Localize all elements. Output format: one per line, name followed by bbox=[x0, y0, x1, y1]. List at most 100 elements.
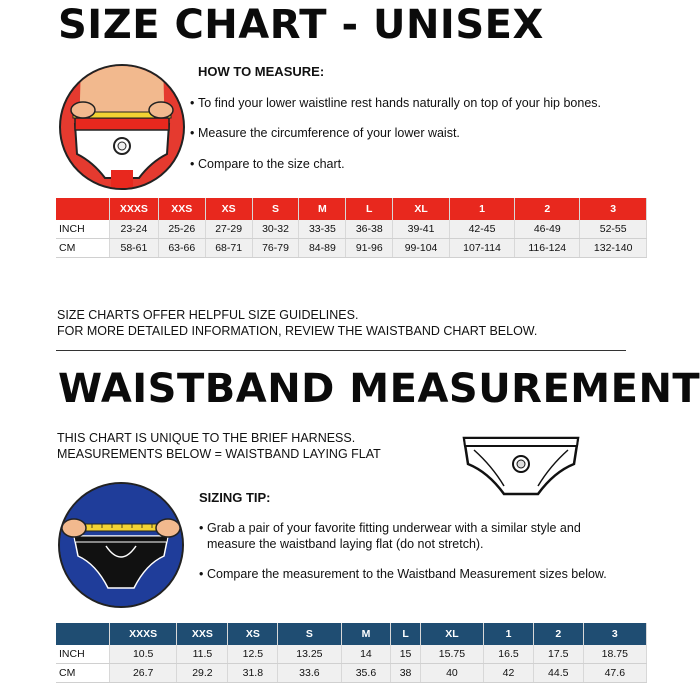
size-header: XS bbox=[205, 198, 253, 220]
tip-bullet-1: • Grab a pair of your favorite fitting un… bbox=[199, 520, 581, 536]
bullet-dot: • bbox=[199, 567, 204, 581]
size-header: 1 bbox=[449, 198, 516, 220]
chart-unique-note: THIS CHART IS UNIQUE TO THE BRIEF HARNES… bbox=[57, 431, 356, 445]
table-cell: 17.5 bbox=[533, 645, 584, 664]
tip-bullet-2: • Compare the measurement to the Waistban… bbox=[199, 566, 607, 582]
size-header: XXS bbox=[176, 623, 229, 645]
table-cell: 39-41 bbox=[392, 220, 450, 239]
table-cell: 12.5 bbox=[227, 645, 279, 664]
bullet-text: Compare the measurement to the Waistband… bbox=[207, 567, 607, 581]
table-cell: 99-104 bbox=[392, 238, 450, 258]
table-cell: 13.25 bbox=[277, 645, 342, 664]
bullet-dot: • bbox=[190, 126, 195, 140]
table-cell: 107-114 bbox=[449, 238, 516, 258]
table-row: CM 58-61 63-66 68-71 76-79 84-89 91-96 9… bbox=[56, 238, 647, 258]
bullet-dot: • bbox=[190, 96, 195, 110]
table-cell: 16.5 bbox=[483, 645, 534, 664]
table-cell: 38 bbox=[390, 663, 421, 683]
table-row: INCH 23-24 25-26 27-29 30-32 33-35 36-38… bbox=[56, 220, 647, 239]
sizing-tip-heading: SIZING TIP: bbox=[199, 490, 271, 505]
size-header: 1 bbox=[483, 623, 534, 645]
table-cell: 63-66 bbox=[158, 238, 206, 258]
table-row: INCH 10.5 11.5 12.5 13.25 14 15 15.75 16… bbox=[56, 645, 648, 664]
tip-bullet-1-continued: measure the waistband laying flat (do no… bbox=[207, 537, 484, 551]
size-header: S bbox=[252, 198, 300, 220]
table-header-row: XXXS XXS XS S M L XL 1 2 3 bbox=[56, 623, 648, 645]
header-blank bbox=[56, 623, 110, 645]
waistband-measure-illustration-icon bbox=[58, 482, 184, 608]
size-header: XXXS bbox=[109, 623, 178, 645]
table-cell: 36-38 bbox=[345, 220, 394, 239]
size-header: XXXS bbox=[109, 198, 159, 220]
size-header: S bbox=[277, 623, 342, 645]
table-cell: 10.5 bbox=[109, 645, 178, 664]
row-label: INCH bbox=[56, 645, 110, 664]
table-cell: 44.5 bbox=[533, 663, 584, 683]
table-cell: 35.6 bbox=[341, 663, 392, 683]
table-header-row: XXXS XXS XS S M L XL 1 2 3 bbox=[56, 198, 647, 220]
table-cell: 76-79 bbox=[252, 238, 300, 258]
table-cell: 132-140 bbox=[579, 238, 647, 258]
size-header: 2 bbox=[533, 623, 584, 645]
bullet-text: Grab a pair of your favorite fitting und… bbox=[207, 521, 581, 535]
table-row: CM 26.7 29.2 31.8 33.6 35.6 38 40 42 44.… bbox=[56, 663, 648, 683]
size-header: XXS bbox=[158, 198, 206, 220]
waist-measure-illustration-icon bbox=[59, 64, 185, 190]
bullet-1: • To find your lower waistline rest hands… bbox=[190, 95, 601, 111]
table-cell: 52-55 bbox=[579, 220, 647, 239]
table-cell: 29.2 bbox=[176, 663, 229, 683]
size-header: L bbox=[345, 198, 394, 220]
table-cell: 33-35 bbox=[298, 220, 347, 239]
row-label: INCH bbox=[56, 220, 110, 239]
how-to-measure-heading: HOW TO MEASURE: bbox=[198, 64, 325, 79]
table-cell: 58-61 bbox=[109, 238, 159, 258]
section-divider bbox=[56, 350, 626, 351]
table-cell: 42 bbox=[483, 663, 534, 683]
table-cell: 25-26 bbox=[158, 220, 206, 239]
bullet-text: Compare to the size chart. bbox=[198, 157, 345, 171]
row-label: CM bbox=[56, 238, 110, 258]
table-cell: 26.7 bbox=[109, 663, 178, 683]
size-header: M bbox=[298, 198, 347, 220]
bullet-dot: • bbox=[190, 157, 195, 171]
waistband-table: XXXS XXS XS S M L XL 1 2 3 INCH 10.5 11.… bbox=[56, 623, 648, 683]
table-cell: 40 bbox=[420, 663, 485, 683]
header-blank bbox=[56, 198, 110, 220]
table-cell: 68-71 bbox=[205, 238, 253, 258]
waistband-measurements-title: WAISTBAND MEASUREMENTS bbox=[58, 366, 700, 412]
bullet-text: To find your lower waistline rest hands … bbox=[198, 96, 602, 110]
bullet-text: Measure the circumference of your lower … bbox=[198, 126, 460, 140]
size-header: XL bbox=[392, 198, 450, 220]
brief-harness-outline-icon bbox=[456, 428, 586, 504]
size-header: L bbox=[390, 623, 421, 645]
bullet-3: • Compare to the size chart. bbox=[190, 156, 345, 172]
size-header: M bbox=[341, 623, 392, 645]
bullet-2: • Measure the circumference of your lower… bbox=[190, 125, 460, 141]
table-cell: 11.5 bbox=[176, 645, 229, 664]
size-header: 2 bbox=[514, 198, 581, 220]
table-cell: 31.8 bbox=[227, 663, 279, 683]
table-cell: 47.6 bbox=[583, 663, 648, 683]
table-cell: 33.6 bbox=[277, 663, 342, 683]
size-guideline-note: SIZE CHARTS OFFER HELPFUL SIZE GUIDELINE… bbox=[57, 308, 359, 322]
size-chart-title: SIZE CHART - UNISEX bbox=[58, 2, 544, 48]
table-cell: 116-124 bbox=[514, 238, 581, 258]
table-cell: 91-96 bbox=[345, 238, 394, 258]
table-cell: 30-32 bbox=[252, 220, 300, 239]
size-header: XL bbox=[420, 623, 485, 645]
size-header: 3 bbox=[583, 623, 648, 645]
bullet-dot: • bbox=[199, 521, 204, 535]
table-cell: 14 bbox=[341, 645, 392, 664]
table-cell: 23-24 bbox=[109, 220, 159, 239]
table-cell: 46-49 bbox=[514, 220, 581, 239]
size-chart-table: XXXS XXS XS S M L XL 1 2 3 INCH 23-24 25… bbox=[56, 198, 647, 258]
table-cell: 15.75 bbox=[420, 645, 485, 664]
table-cell: 15 bbox=[390, 645, 421, 664]
row-label: CM bbox=[56, 663, 110, 683]
table-cell: 27-29 bbox=[205, 220, 253, 239]
size-header: 3 bbox=[579, 198, 647, 220]
table-cell: 42-45 bbox=[449, 220, 516, 239]
size-header: XS bbox=[227, 623, 279, 645]
waistband-reference-note: FOR MORE DETAILED INFORMATION, REVIEW TH… bbox=[57, 324, 538, 338]
table-cell: 84-89 bbox=[298, 238, 347, 258]
